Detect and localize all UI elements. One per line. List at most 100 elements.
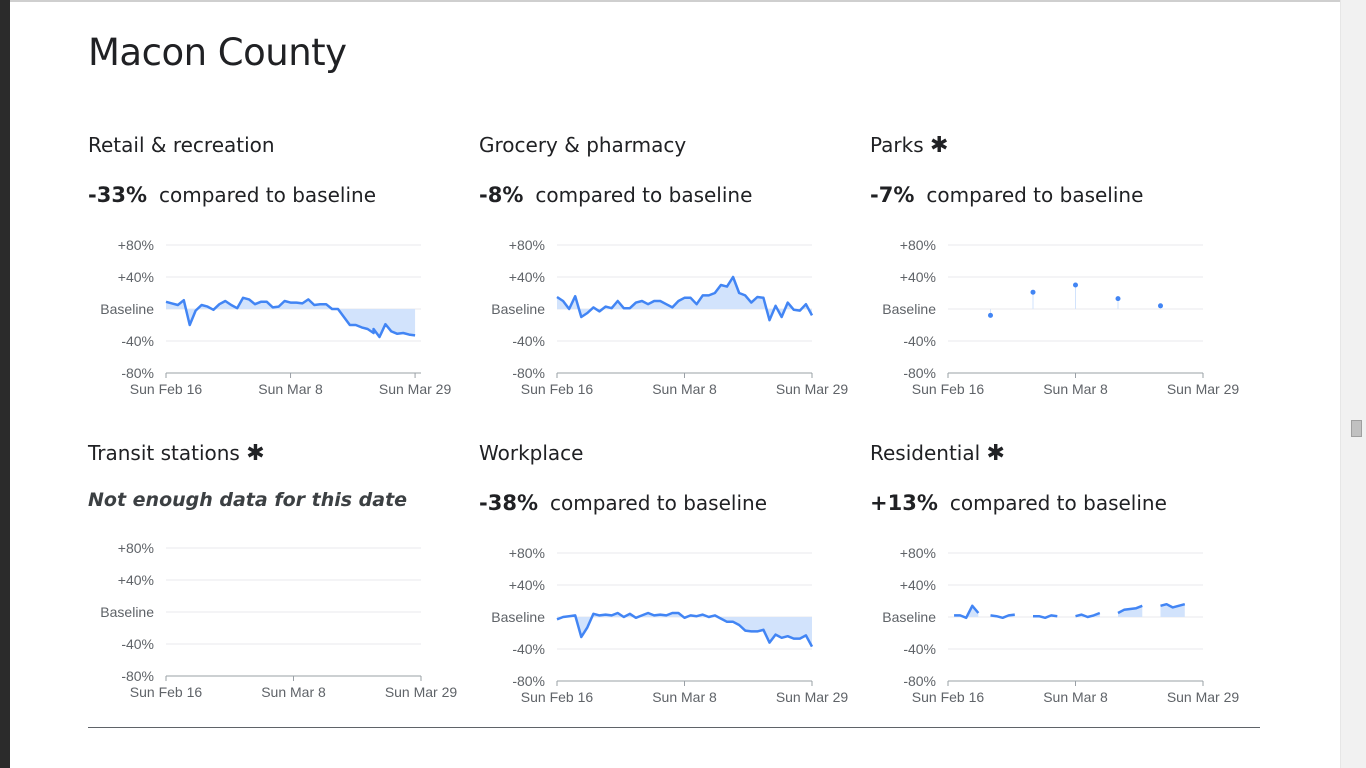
window-frame-left [0,0,10,768]
card-title: Grocery & pharmacy [479,133,687,157]
series-segment-line [1117,604,1143,615]
x-tick-label: Sun Mar 29 [1167,689,1240,705]
x-tick-label: Sun Mar 8 [652,381,717,397]
x-tick-label: Sun Feb 16 [912,381,985,397]
y-tick-label: +80% [900,237,936,253]
stat-value: -38% [479,491,538,515]
y-tick-label: -40% [512,333,545,349]
x-tick-label: Sun Mar 29 [1167,381,1240,397]
card-grocery: Grocery & pharmacy -8% compared to baseli… [479,133,859,433]
y-tick-label: -40% [903,641,936,657]
series-line [556,611,814,648]
card-workplace: Workplace -38% compared to baseline +80% +… [479,441,859,741]
series-segment-line [1075,611,1101,619]
card-stat: -8% compared to baseline [479,183,752,207]
asterisk-icon: ✱ [930,133,949,158]
stat-label: compared to baseline [535,183,753,207]
y-tick-label: +40% [509,577,545,593]
stat-label: compared to baseline [926,183,1144,207]
x-tick-label: Sun Mar 8 [1043,689,1108,705]
series-segment-line [1033,614,1058,620]
x-tick-label: Sun Mar 8 [261,684,326,700]
page-title: Macon County [88,31,347,74]
x-tick-label: Sun Mar 8 [652,689,717,705]
series-segment-area [1160,604,1185,617]
y-tick-label: Baseline [882,301,936,317]
y-tick-label: -40% [121,636,154,652]
series-segment-area [954,605,979,618]
series-line [165,296,416,339]
y-tick-label: +40% [509,269,545,285]
card-stat: -33% compared to baseline [88,183,376,207]
y-tick-label: Baseline [882,609,936,625]
y-tick-label: +80% [118,540,154,556]
stat-label: compared to baseline [549,491,767,515]
section-divider [88,727,1260,728]
x-tick-label: Sun Feb 16 [521,689,594,705]
y-tick-label: -80% [121,668,154,684]
y-tick-label: -40% [903,333,936,349]
series-segment-line [990,613,1015,620]
card-parks: Parks ✱ -7% compared to baseline +80% +40%… [870,133,1250,433]
y-tick-label: -80% [512,365,545,381]
stat-value: -7% [870,183,915,207]
y-tick-label: Baseline [491,609,545,625]
card-stat: -38% compared to baseline [479,491,767,515]
y-tick-label: -80% [512,673,545,689]
x-tick-label: Sun Mar 29 [379,381,452,397]
card-title: Transit stations ✱ [88,441,265,466]
data-point [1158,303,1163,309]
x-tick-label: Sun Mar 29 [776,381,849,397]
x-tick-label: Sun Feb 16 [130,684,203,700]
series-area [166,297,416,337]
y-tick-label: +40% [900,577,936,593]
chart-workplace: +80% +40% Baseline -40% -80%Sun Feb 16 Sun Ma… [491,545,848,705]
window-frame-top [10,0,1340,2]
data-point [1030,289,1036,295]
stat-label: compared to baseline [949,491,1167,515]
data-point [1115,296,1121,302]
y-tick-label: +40% [118,572,154,588]
y-tick-label: -40% [121,333,154,349]
y-tick-label: -80% [903,365,936,381]
card-stat: +13% compared to baseline [870,491,1167,515]
scrollbar-thumb[interactable] [1351,420,1362,437]
chart-transit: +80% +40% Baseline -40% -80%Sun Feb 16 Sun Ma… [100,540,457,700]
asterisk-icon: ✱ [246,441,265,466]
y-tick-label: -80% [121,365,154,381]
y-tick-label: +80% [118,237,154,253]
y-tick-label: +80% [900,545,936,561]
card-title: Retail & recreation [88,133,275,157]
no-data-message: Not enough data for this date [88,489,408,511]
x-tick-label: Sun Mar 29 [776,689,849,705]
chart-retail: +80% +40% Baseline -40% -80%Sun Feb 16 Sun Ma… [100,237,451,397]
data-point [1073,282,1078,288]
card-stat: -7% compared to baseline [870,183,1143,207]
series-area [557,613,812,647]
x-tick-label: Sun Mar 8 [1043,381,1108,397]
series-line [556,275,814,322]
y-tick-label: +40% [900,269,936,285]
y-tick-label: +40% [118,269,154,285]
card-title: Parks ✱ [870,133,949,158]
stat-value: +13% [870,491,938,515]
vertical-scrollbar[interactable] [1340,0,1366,768]
chart-residential: +80% +40% Baseline -40% -80%Sun Feb 16 Sun Ma… [882,545,1239,705]
asterisk-icon: ✱ [986,441,1005,466]
stat-value: -33% [88,183,147,207]
y-tick-label: +80% [509,237,545,253]
card-title: Residential ✱ [870,441,1005,466]
y-tick-label: Baseline [491,301,545,317]
stat-label: compared to baseline [158,183,376,207]
x-tick-label: Sun Feb 16 [130,381,203,397]
y-tick-label: Baseline [100,604,154,620]
stat-value: -8% [479,183,524,207]
y-tick-label: +80% [509,545,545,561]
card-title: Workplace [479,441,584,465]
data-point [988,312,993,318]
series-segment-line [954,604,980,620]
y-tick-label: Baseline [100,301,154,317]
y-tick-label: -80% [903,673,936,689]
card-transit: Transit stations ✱ Not enough data for t… [88,441,468,741]
chart-grocery: +80% +40% Baseline -40% -80%Sun Feb 16 Sun Ma… [491,237,848,397]
